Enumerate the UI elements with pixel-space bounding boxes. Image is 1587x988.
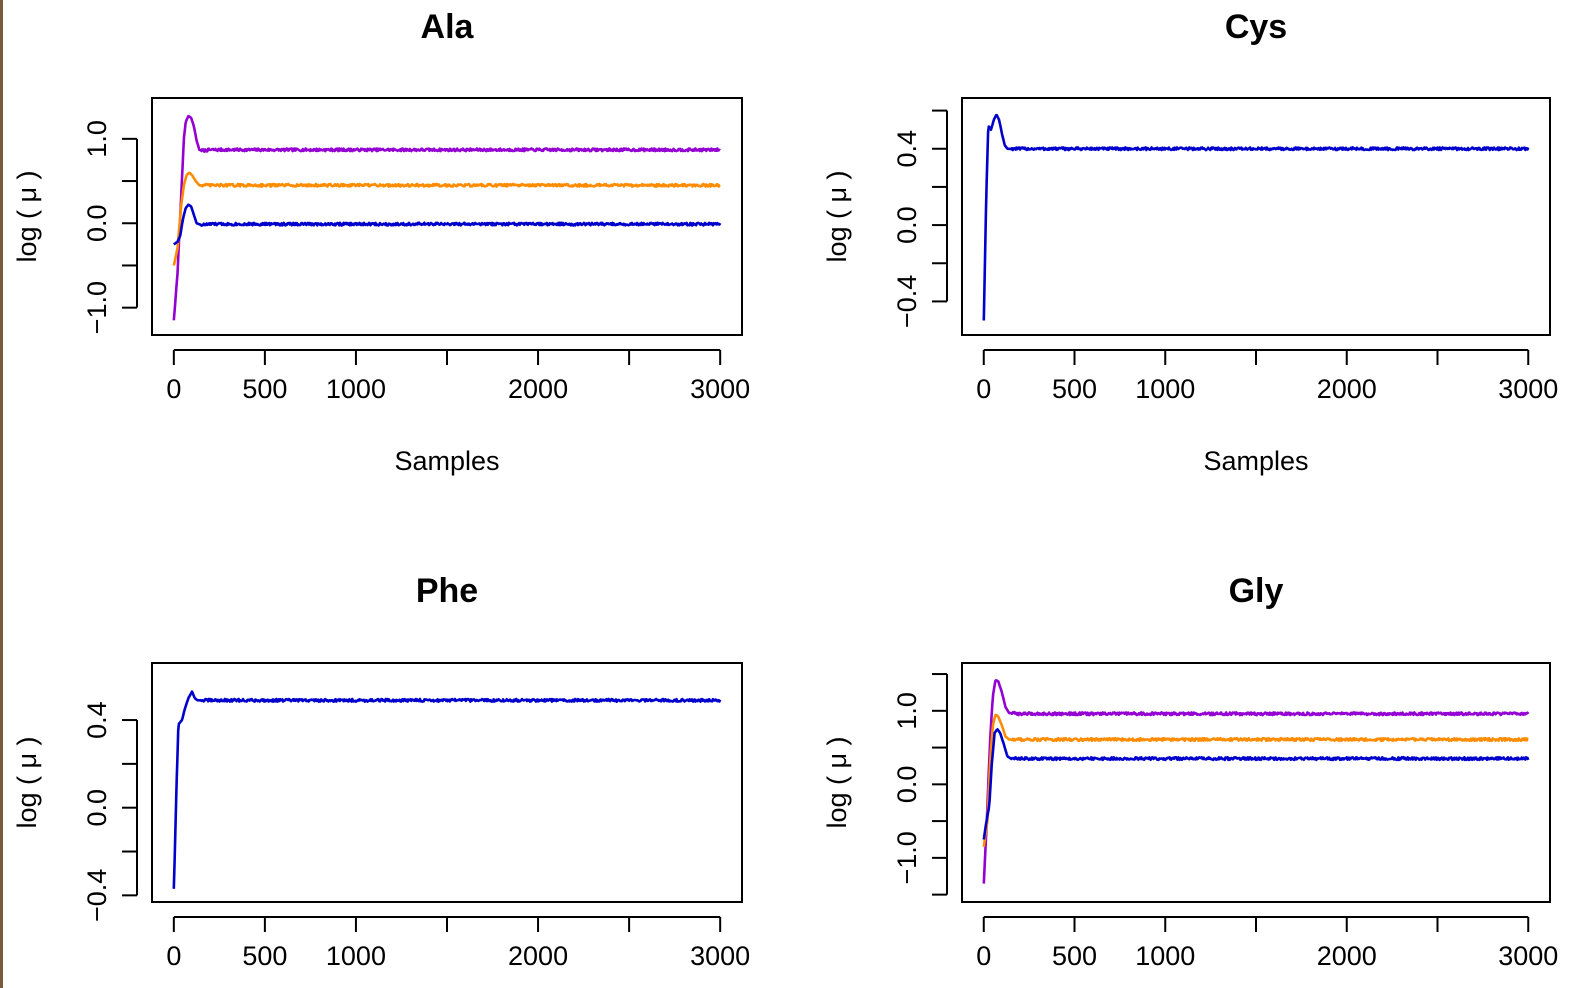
x-tick-label: 1000 bbox=[1135, 374, 1195, 404]
plot-frame bbox=[151, 662, 743, 903]
series-line-1 bbox=[172, 114, 721, 321]
y-tick-label: 0.4 bbox=[82, 701, 112, 739]
series-line-3 bbox=[173, 203, 722, 246]
y-tick-label: 0.4 bbox=[892, 130, 922, 168]
y-axis-label: log ( μ ) bbox=[12, 170, 42, 262]
x-tick-label: 500 bbox=[1052, 374, 1097, 404]
series-line-1 bbox=[172, 690, 722, 889]
chart-panel-ala: Ala 0 500 1000 2000 3000 Samples −1.0 0.0 1.0 log … bbox=[12, 8, 750, 476]
window-edge bbox=[0, 0, 3, 988]
plot-frame bbox=[961, 97, 1551, 336]
x-tick-label: 3000 bbox=[1498, 941, 1558, 971]
x-tick-label: 500 bbox=[1052, 941, 1097, 971]
x-tick-label: 1000 bbox=[326, 941, 386, 971]
y-tick-label: 0.0 bbox=[82, 789, 112, 827]
x-tick-label: 0 bbox=[976, 374, 991, 404]
y-tick-label: −0.4 bbox=[892, 275, 922, 328]
chart-panel-gly: Gly 0 500 1000 2000 3000 −1.0 0.0 1.0 log ( μ ) bbox=[822, 572, 1558, 971]
x-axis-label: Samples bbox=[394, 446, 499, 476]
x-tick-label: 1000 bbox=[326, 374, 386, 404]
y-tick-label: 0.0 bbox=[892, 206, 922, 244]
x-tick-label: 1000 bbox=[1135, 941, 1195, 971]
x-tick-label: 3000 bbox=[1498, 374, 1558, 404]
y-tick-label: 1.0 bbox=[892, 692, 922, 730]
x-tick-label: 500 bbox=[242, 374, 287, 404]
x-tick-label: 500 bbox=[242, 941, 287, 971]
y-axis-label: log ( μ ) bbox=[822, 170, 852, 262]
x-tick-label: 3000 bbox=[690, 941, 750, 971]
x-tick-label: 0 bbox=[166, 374, 181, 404]
series-line-1 bbox=[982, 113, 1530, 321]
y-tick-label: 1.0 bbox=[82, 120, 112, 158]
x-tick-label: 0 bbox=[976, 941, 991, 971]
y-axis-label: log ( μ ) bbox=[12, 736, 42, 828]
y-tick-label: 0.0 bbox=[892, 766, 922, 804]
plot-frame bbox=[151, 97, 743, 336]
series-line-2 bbox=[172, 171, 721, 266]
series-line-2 bbox=[982, 713, 1529, 847]
chart-title: Cys bbox=[1225, 8, 1287, 46]
plot-frame bbox=[961, 662, 1551, 903]
chart-title: Gly bbox=[1229, 572, 1284, 610]
y-tick-label: −1.0 bbox=[82, 281, 112, 334]
chart-title: Phe bbox=[416, 572, 478, 610]
y-tick-label: −0.4 bbox=[82, 869, 112, 922]
x-tick-label: 2000 bbox=[1317, 941, 1377, 971]
chart-panel-phe: Phe 0 500 1000 2000 3000 −0.4 0.0 0.4 log ( μ ) bbox=[12, 572, 750, 971]
chart-panel-cys: Cys 0 500 1000 2000 3000 Samples −0.4 0.0 0.4 log … bbox=[822, 8, 1558, 476]
x-tick-label: 0 bbox=[166, 941, 181, 971]
y-axis-label: log ( μ ) bbox=[822, 736, 852, 828]
series-line-1 bbox=[982, 678, 1530, 884]
y-tick-label: −1.0 bbox=[892, 831, 922, 884]
x-tick-label: 2000 bbox=[508, 941, 568, 971]
x-tick-label: 2000 bbox=[508, 374, 568, 404]
y-tick-label: 0.0 bbox=[82, 204, 112, 242]
x-axis-label: Samples bbox=[1203, 446, 1308, 476]
x-tick-label: 3000 bbox=[690, 374, 750, 404]
series-line-3 bbox=[982, 728, 1530, 840]
x-tick-label: 2000 bbox=[1317, 374, 1377, 404]
chart-title: Ala bbox=[421, 8, 475, 46]
